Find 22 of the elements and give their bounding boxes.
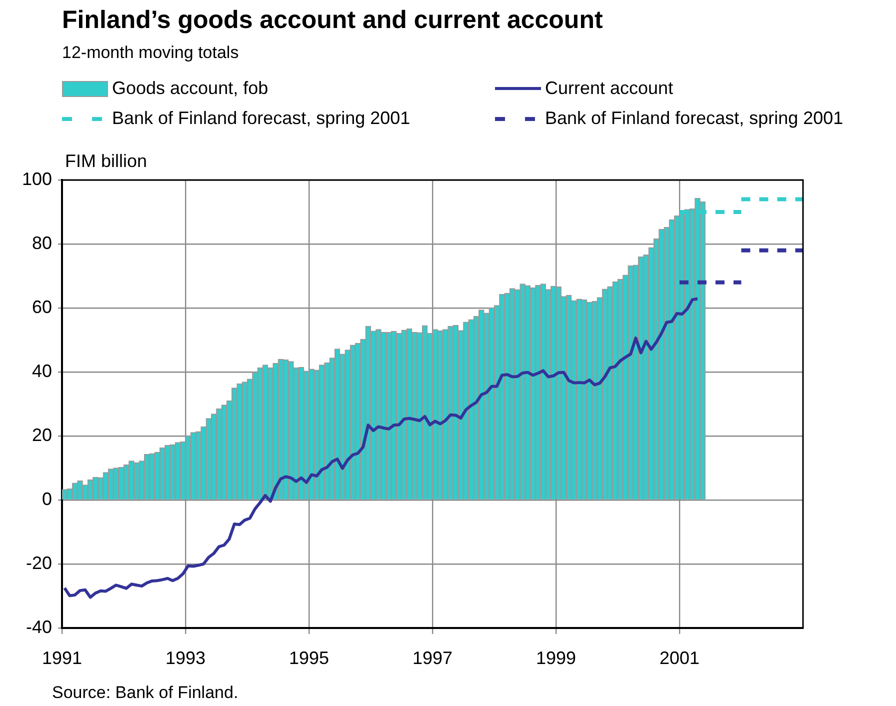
y-tick-label: 40 [32, 360, 52, 381]
y-axis-title: FIM billion [65, 151, 148, 172]
x-tick-label: 1993 [165, 648, 206, 668]
y-tick-label: 0 [42, 488, 52, 509]
legend-label: Current account [545, 78, 674, 99]
y-tick-label: 100 [22, 168, 52, 189]
y-tick-label: -40 [26, 616, 52, 637]
legend-label: Bank of Finland forecast, spring 2001 [112, 108, 410, 129]
x-tick-label: 1991 [42, 648, 82, 668]
chart-subtitle: 12-month moving totals [62, 43, 239, 63]
chart-title: Finland’s goods account and current account [62, 6, 603, 35]
y-tick-label: 60 [32, 296, 52, 317]
legend-label: Bank of Finland forecast, spring 2001 [545, 108, 844, 129]
x-tick-label: 2001 [659, 648, 700, 668]
y-tick-label: 20 [32, 424, 52, 445]
x-tick-label: 1997 [412, 648, 453, 668]
y-tick-label: 80 [32, 232, 52, 253]
y-tick-label: -20 [26, 552, 52, 573]
x-tick-label: 1995 [288, 648, 330, 668]
legend-label: Goods account, fob [112, 78, 268, 99]
x-tick-label: 1999 [536, 648, 576, 668]
source-note: Source: Bank of Finland. [52, 683, 238, 703]
